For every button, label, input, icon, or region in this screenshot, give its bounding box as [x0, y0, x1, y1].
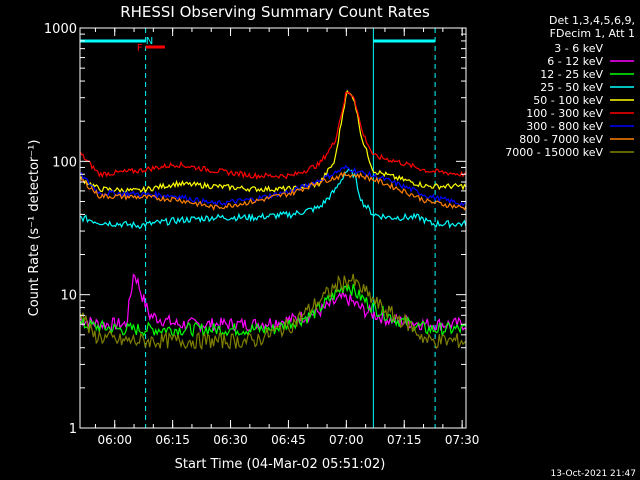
- plot-frame: [79, 27, 467, 429]
- legend-label: 25 - 50 keV: [540, 81, 603, 94]
- x-tick-label: 06:30: [213, 433, 248, 447]
- series-line-7: [79, 170, 467, 212]
- chart-title: RHESSI Observing Summary Count Rates: [120, 3, 430, 21]
- legend-label: 100 - 300 keV: [526, 107, 603, 120]
- x-axis-label: Start Time (04-Mar-02 05:51:02): [175, 457, 386, 472]
- y-tick-label: 10: [60, 289, 77, 304]
- x-tick-label: 06:15: [155, 433, 190, 447]
- legend-label: 7000 - 15000 keV: [505, 146, 603, 159]
- legend: Det 1,3,4,5,6,9,FDecim 1, Att 1 3 - 6 keV…: [505, 14, 635, 159]
- x-tick-label: 06:00: [97, 433, 132, 447]
- legend-label: 3 - 6 keV: [554, 42, 603, 55]
- y-axis-label-group: Count Rate (s⁻¹ detector⁻¹): [27, 140, 42, 317]
- legend-label: 300 - 800 keV: [526, 120, 603, 133]
- x-tick-label: 07:00: [329, 433, 364, 447]
- legend-header: FDecim 1, Att 1: [550, 27, 635, 40]
- legend-header: Det 1,3,4,5,6,9,: [549, 14, 635, 27]
- series-layer: [79, 89, 467, 351]
- y-tick-label: 1: [69, 422, 77, 437]
- series-line-4: [79, 89, 467, 194]
- x-tick-label: 07:30: [445, 433, 480, 447]
- n-label: N: [146, 36, 153, 47]
- series-line-2: [79, 283, 467, 338]
- legend-label: 800 - 7000 keV: [519, 133, 603, 146]
- series-line-8: [79, 273, 467, 351]
- timestamp: 13-Oct-2021 21:47: [551, 469, 636, 479]
- series-line-5: [79, 91, 467, 181]
- legend-label: 50 - 100 keV: [533, 94, 603, 107]
- axes: 06:00 06:15 06:30 06:45 07:00 07:15 07:30 1 10 10…: [44, 22, 480, 447]
- y-tick-label: 100: [52, 155, 77, 170]
- flare-label: F: [137, 43, 143, 54]
- legend-label: 6 - 12 keV: [547, 55, 603, 68]
- y-tick-label: 1000: [44, 22, 77, 37]
- x-tick-label: 07:15: [387, 433, 422, 447]
- legend-label: 12 - 25 keV: [540, 68, 603, 81]
- y-axis-label: Count Rate (s⁻¹ detector⁻¹): [27, 140, 42, 317]
- series-line-3: [79, 167, 467, 230]
- x-tick-label: 06:45: [271, 433, 306, 447]
